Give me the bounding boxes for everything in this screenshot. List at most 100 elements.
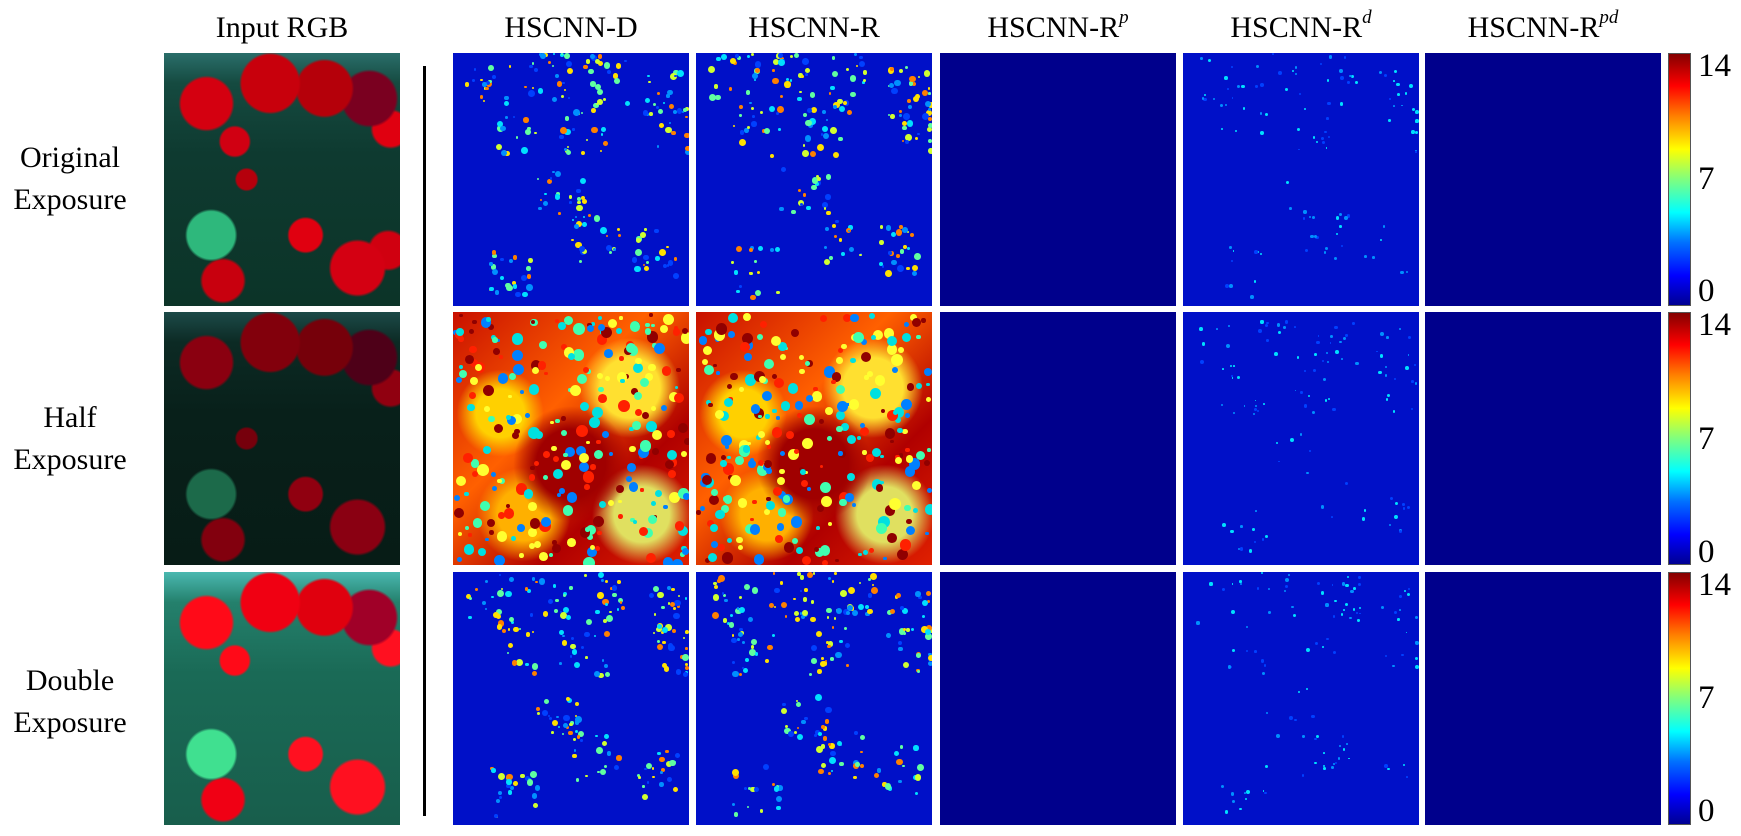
error-speckle <box>1411 108 1415 112</box>
error-speckle <box>805 119 813 127</box>
error-speckle <box>885 225 892 231</box>
error-speckle <box>590 321 595 326</box>
error-speckle <box>617 400 630 413</box>
error-speckle <box>667 90 673 96</box>
error-speckle <box>468 329 474 335</box>
error-speckle <box>883 328 895 339</box>
error-speckle <box>533 540 541 548</box>
error-speckle <box>494 290 500 295</box>
error-speckle <box>469 345 478 354</box>
error-speckle <box>914 253 921 261</box>
error-speckle <box>884 428 896 440</box>
error-speckle <box>705 400 711 406</box>
error-speckle <box>1226 344 1231 349</box>
error-speckle <box>778 128 781 132</box>
error-speckle <box>664 459 675 470</box>
error-speckle <box>504 150 511 157</box>
error-speckle <box>831 372 842 382</box>
error-speckle <box>524 85 528 89</box>
error-speckle <box>609 250 613 255</box>
error-speckle <box>798 355 804 361</box>
error-speckle <box>530 465 535 471</box>
error-speckle <box>521 147 528 154</box>
error-speckle <box>590 464 596 470</box>
error-speckle <box>553 53 556 55</box>
error-speckle <box>1350 589 1354 593</box>
error-speckle <box>1224 810 1229 814</box>
error-speckle <box>602 430 609 438</box>
error-speckle <box>1224 76 1228 80</box>
error-speckle <box>673 612 681 620</box>
error-speckle <box>497 620 505 627</box>
error-speckle <box>616 608 620 611</box>
error-speckle <box>647 331 659 343</box>
error-speckle <box>465 82 470 87</box>
error-speckle <box>524 489 534 499</box>
error-speckle <box>499 795 503 799</box>
error-speckle <box>1309 216 1312 219</box>
error-speckle <box>616 372 628 383</box>
error-speckle <box>559 662 563 666</box>
error-speckle <box>564 316 574 326</box>
error-speckle <box>738 387 744 393</box>
error-speckle <box>1341 582 1346 586</box>
error-speckle <box>811 176 819 184</box>
error-speckle <box>643 527 654 539</box>
error-speckle <box>602 659 605 662</box>
error-speckle <box>742 445 750 453</box>
error-speckle <box>661 366 672 376</box>
error-speckle <box>513 364 525 376</box>
error-speckle <box>776 105 784 113</box>
error-speckle <box>646 260 650 264</box>
error-map-hscnn-rd-row2 <box>1183 312 1419 565</box>
error-speckle <box>846 611 851 616</box>
error-speckle <box>481 600 487 606</box>
error-speckle <box>905 65 909 70</box>
error-speckle <box>1396 82 1400 86</box>
error-speckle <box>921 600 928 607</box>
error-speckle <box>548 598 554 604</box>
error-speckle <box>860 426 870 437</box>
error-speckle <box>831 580 835 584</box>
error-speckle <box>796 726 800 729</box>
error-speckle <box>559 134 564 140</box>
error-speckle <box>529 64 533 69</box>
error-speckle <box>1266 711 1269 715</box>
error-speckle <box>468 596 473 601</box>
error-speckle <box>584 573 587 577</box>
error-speckle <box>821 657 825 660</box>
error-speckle <box>582 367 589 373</box>
error-speckle <box>553 609 558 614</box>
error-speckle <box>737 498 748 508</box>
error-speckle <box>806 108 812 114</box>
error-speckle <box>1283 326 1287 329</box>
error-speckle <box>618 499 622 504</box>
error-speckle <box>907 231 910 234</box>
error-speckle <box>1361 517 1366 521</box>
error-speckle <box>684 132 689 139</box>
error-speckle <box>903 632 906 636</box>
error-speckle <box>501 149 508 156</box>
error-speckle <box>603 663 608 668</box>
error-speckle <box>579 246 585 252</box>
error-speckle <box>509 786 514 791</box>
error-speckle <box>717 543 725 551</box>
error-speckle <box>826 640 830 644</box>
error-speckle <box>830 750 836 757</box>
error-speckle <box>639 440 652 452</box>
error-speckle <box>505 116 509 120</box>
error-speckle <box>551 720 558 727</box>
error-speckle <box>743 128 749 133</box>
error-speckle <box>741 640 746 645</box>
error-speckle <box>538 53 542 56</box>
error-speckle <box>896 758 903 765</box>
error-speckle <box>1386 336 1389 339</box>
error-speckle <box>708 494 720 506</box>
error-speckle <box>617 234 622 238</box>
error-speckle <box>891 366 898 373</box>
error-speckle <box>880 455 884 459</box>
error-speckle <box>842 100 847 105</box>
error-speckle <box>496 608 503 615</box>
error-speckle <box>1384 374 1388 377</box>
error-speckle <box>1402 507 1405 510</box>
